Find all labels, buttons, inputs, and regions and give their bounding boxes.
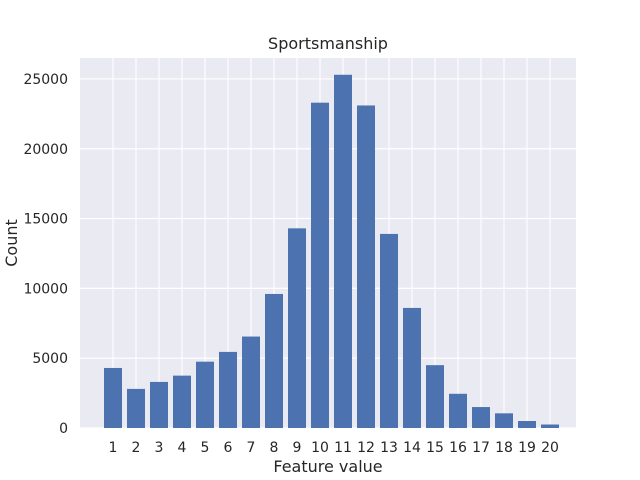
x-tick-label: 8: [270, 440, 279, 456]
x-tick-label: 16: [449, 440, 467, 456]
x-tick-label: 11: [334, 440, 352, 456]
y-tick-label: 25000: [23, 72, 68, 88]
bar-5: [196, 361, 214, 428]
bar-11: [334, 74, 352, 429]
bar-15: [426, 365, 444, 428]
x-tick-label: 15: [426, 440, 444, 456]
bar-1: [104, 367, 122, 428]
chart-title: Sportsmanship: [268, 34, 388, 53]
bar-7: [242, 336, 260, 428]
bar-8: [265, 293, 283, 428]
y-tick-label: 10000: [23, 281, 68, 297]
x-tick-label: 10: [311, 440, 329, 456]
bar-2: [127, 388, 145, 428]
x-tick-label: 4: [178, 440, 187, 456]
x-tick-label: 3: [155, 440, 164, 456]
x-tick-label: 9: [293, 440, 302, 456]
bar-18: [495, 413, 513, 428]
bar-16: [449, 393, 467, 428]
bar-19: [518, 421, 536, 428]
x-tick-label: 12: [357, 440, 375, 456]
bar-4: [173, 375, 191, 428]
x-tick-label: 18: [495, 440, 513, 456]
x-tick-label: 6: [224, 440, 233, 456]
y-tick-label: 15000: [23, 212, 68, 228]
bar-12: [357, 105, 375, 429]
y-tick-label: 5000: [32, 351, 68, 367]
y-axis-label: Count: [2, 219, 21, 267]
bar-13: [380, 233, 398, 428]
bars: [104, 74, 559, 429]
bar-3: [150, 381, 168, 428]
bar-20: [541, 424, 559, 428]
x-axis-label: Feature value: [273, 457, 382, 476]
y-tick-label: 0: [59, 421, 68, 437]
x-tick-label: 19: [518, 440, 536, 456]
x-tick-label: 2: [132, 440, 141, 456]
bar-14: [403, 307, 421, 428]
bar-9: [288, 228, 306, 428]
bar-10: [311, 102, 329, 428]
x-tick-label: 1: [109, 440, 118, 456]
y-tick-labels: 0 5000 10000 15000 20000 25000: [23, 72, 68, 437]
x-tick-label: 7: [247, 440, 256, 456]
bar-17: [472, 407, 490, 428]
x-tick-label: 14: [403, 440, 421, 456]
bar-6: [219, 351, 237, 428]
y-tick-label: 20000: [23, 142, 68, 158]
x-tick-label: 13: [380, 440, 398, 456]
x-tick-label: 20: [541, 440, 559, 456]
x-tick-label: 17: [472, 440, 490, 456]
x-tick-labels: 1 2 3 4 5 6 7 8 9 10 11 12 13 14 15 16 17 18 19 20: [109, 440, 559, 456]
x-tick-label: 5: [201, 440, 210, 456]
